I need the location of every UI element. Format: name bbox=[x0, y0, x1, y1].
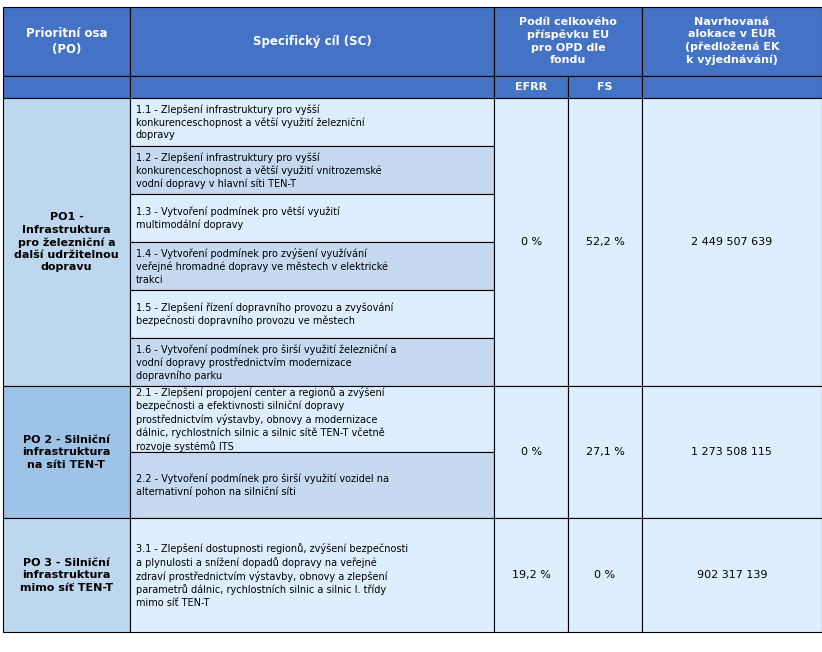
FancyBboxPatch shape bbox=[642, 98, 822, 387]
FancyBboxPatch shape bbox=[130, 7, 494, 76]
FancyBboxPatch shape bbox=[3, 76, 130, 98]
Text: PO1 -
Infrastruktura
pro železniční a
další udržitelnou
dopravu: PO1 - Infrastruktura pro železniční a da… bbox=[14, 213, 118, 273]
Text: Podíl celkového
příspěvku EU
pro OPD dle
fondu: Podíl celkového příspěvku EU pro OPD dle… bbox=[520, 17, 617, 65]
FancyBboxPatch shape bbox=[3, 387, 130, 518]
Text: 0 %: 0 % bbox=[594, 570, 616, 580]
FancyBboxPatch shape bbox=[568, 98, 642, 387]
Text: 0 %: 0 % bbox=[520, 237, 542, 247]
FancyBboxPatch shape bbox=[494, 7, 642, 76]
FancyBboxPatch shape bbox=[130, 243, 494, 290]
Text: 2 449 507 639: 2 449 507 639 bbox=[691, 237, 773, 247]
Text: 2.2 - Vytvoření podmínek pro širší využití vozidel na
alternativní pohon na siln: 2.2 - Vytvoření podmínek pro širší využi… bbox=[136, 473, 389, 497]
FancyBboxPatch shape bbox=[494, 76, 568, 98]
Text: 27,1 %: 27,1 % bbox=[585, 447, 625, 458]
FancyBboxPatch shape bbox=[3, 98, 130, 387]
FancyBboxPatch shape bbox=[130, 290, 494, 338]
Text: 902 317 139: 902 317 139 bbox=[697, 570, 767, 580]
FancyBboxPatch shape bbox=[568, 76, 642, 98]
FancyBboxPatch shape bbox=[642, 387, 822, 518]
Text: 1.2 - Zlepšení infrastruktury pro vyšší
konkurenceschopnost a větší využití vnit: 1.2 - Zlepšení infrastruktury pro vyšší … bbox=[136, 152, 381, 188]
FancyBboxPatch shape bbox=[3, 7, 130, 76]
FancyBboxPatch shape bbox=[130, 98, 494, 146]
FancyBboxPatch shape bbox=[642, 76, 822, 98]
FancyBboxPatch shape bbox=[130, 194, 494, 243]
FancyBboxPatch shape bbox=[494, 387, 568, 518]
Text: Specifický cíl (SC): Specifický cíl (SC) bbox=[252, 35, 372, 48]
FancyBboxPatch shape bbox=[494, 98, 568, 387]
FancyBboxPatch shape bbox=[568, 518, 642, 632]
FancyBboxPatch shape bbox=[494, 518, 568, 632]
FancyBboxPatch shape bbox=[642, 518, 822, 632]
FancyBboxPatch shape bbox=[642, 7, 822, 76]
Text: Navrhovaná
alokace v EUR
(předložená EK
k vyjednávání): Navrhovaná alokace v EUR (předložená EK … bbox=[685, 17, 779, 65]
Text: Prioritní osa
(PO): Prioritní osa (PO) bbox=[25, 27, 107, 55]
Text: 19,2 %: 19,2 % bbox=[512, 570, 551, 580]
FancyBboxPatch shape bbox=[130, 387, 494, 452]
Text: EFRR: EFRR bbox=[515, 82, 547, 92]
FancyBboxPatch shape bbox=[130, 452, 494, 518]
Text: 52,2 %: 52,2 % bbox=[585, 237, 625, 247]
FancyBboxPatch shape bbox=[3, 518, 130, 632]
Text: PO 2 - Silniční
infrastruktura
na síti TEN-T: PO 2 - Silniční infrastruktura na síti T… bbox=[22, 435, 111, 470]
Text: 1.6 - Vytvoření podmínek pro širší využití železniční a
vodní dopravy prostředni: 1.6 - Vytvoření podmínek pro širší využi… bbox=[136, 344, 396, 381]
Text: 3.1 - Zlepšení dostupnosti regionů, zvýšení bezpečnosti
a plynulosti a snížení d: 3.1 - Zlepšení dostupnosti regionů, zvýš… bbox=[136, 543, 408, 608]
Text: 1.4 - Vytvoření podmínek pro zvýšení využívání
veřejné hromadné dopravy ve měste: 1.4 - Vytvoření podmínek pro zvýšení vyu… bbox=[136, 248, 388, 284]
Text: 1.3 - Vytvoření podmínek pro větší využití
multimodální dopravy: 1.3 - Vytvoření podmínek pro větší využi… bbox=[136, 207, 339, 230]
Text: 1.1 - Zlepšení infrastruktury pro vyšší
konkurenceschopnost a větší využití žele: 1.1 - Zlepšení infrastruktury pro vyšší … bbox=[136, 104, 364, 140]
FancyBboxPatch shape bbox=[130, 518, 494, 632]
Text: 1.5 - Zlepšení řízení dopravního provozu a zvyšování
bezpečnosti dopravního prov: 1.5 - Zlepšení řízení dopravního provozu… bbox=[136, 303, 393, 326]
FancyBboxPatch shape bbox=[130, 76, 494, 98]
Text: FS: FS bbox=[598, 82, 612, 92]
Text: 2.1 - Zlepšení propojení center a regionů a zvýšení
bezpečnosti a efektivnosti s: 2.1 - Zlepšení propojení center a region… bbox=[136, 387, 385, 452]
FancyBboxPatch shape bbox=[130, 338, 494, 387]
FancyBboxPatch shape bbox=[568, 387, 642, 518]
Text: 0 %: 0 % bbox=[520, 447, 542, 458]
Text: 1 273 508 115: 1 273 508 115 bbox=[691, 447, 773, 458]
FancyBboxPatch shape bbox=[130, 146, 494, 194]
Text: PO 3 - Silniční
infrastruktura
mimo síť TEN-T: PO 3 - Silniční infrastruktura mimo síť … bbox=[20, 558, 113, 593]
